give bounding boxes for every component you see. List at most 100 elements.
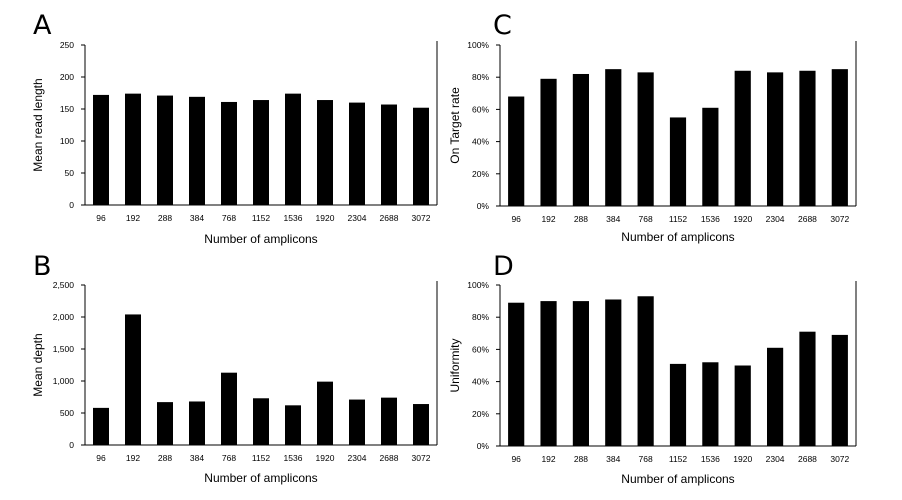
- x-tick-label: 384: [606, 214, 620, 224]
- x-tick-label: 288: [158, 213, 172, 223]
- x-tick-label: 384: [606, 454, 620, 464]
- x-tick-label: 2304: [766, 454, 785, 464]
- y-axis-title: Mean depth: [31, 333, 45, 396]
- bar: [669, 117, 687, 206]
- chart-panel-b: B 0 500 1,000 1,500 2,000 2,500 96 192 288 384 768 1…: [31, 251, 438, 485]
- y-tick-label: 0%: [477, 201, 490, 211]
- x-tick-label: 768: [222, 453, 236, 463]
- x-tick-label: 768: [222, 213, 236, 223]
- x-tick-label: 2688: [798, 454, 817, 464]
- x-tick-label: 96: [511, 214, 521, 224]
- bar: [605, 69, 622, 207]
- bar: [734, 70, 751, 206]
- bar: [285, 405, 301, 445]
- bar: [349, 399, 365, 445]
- x-tick-label: 768: [639, 454, 653, 464]
- x-tick-label: 96: [96, 453, 106, 463]
- bar: [93, 407, 109, 445]
- bar: [413, 107, 429, 205]
- y-tick-label: 50: [65, 168, 75, 178]
- panel-letter: A: [33, 10, 52, 41]
- x-tick-label: 2688: [798, 214, 817, 224]
- y-tick-label: 60%: [472, 104, 489, 114]
- bar: [540, 301, 557, 446]
- bar: [253, 100, 269, 205]
- x-tick-label: 192: [541, 214, 555, 224]
- x-tick-label: 384: [190, 213, 204, 223]
- bar: [157, 402, 173, 445]
- x-tick-label: 1920: [733, 214, 752, 224]
- bar: [831, 334, 848, 446]
- y-tick-label: 250: [60, 40, 74, 50]
- bar: [702, 362, 719, 446]
- bar: [189, 96, 205, 205]
- bar: [669, 363, 687, 446]
- y-axis-title: Mean read length: [31, 78, 45, 171]
- x-axis-title: Number of amplicons: [204, 471, 317, 485]
- x-axis-title: Number of amplicons: [621, 472, 734, 486]
- bar: [93, 94, 109, 205]
- bar: [572, 73, 589, 206]
- bar: [734, 365, 751, 446]
- y-tick-label: 200: [60, 72, 74, 82]
- y-tick-label: 60%: [472, 344, 489, 354]
- x-tick-label: 2688: [380, 453, 399, 463]
- y-tick-label: 20%: [472, 169, 489, 179]
- y-tick-label: 80%: [472, 312, 489, 322]
- bar: [253, 398, 269, 445]
- x-tick-label: 3072: [412, 213, 431, 223]
- bar: [508, 96, 525, 206]
- bar: [125, 93, 141, 205]
- bar: [381, 397, 397, 445]
- bar: [767, 72, 784, 207]
- y-tick-label: 0: [69, 440, 74, 450]
- bar: [605, 299, 622, 446]
- chart-panel-d: D 0% 20% 40% 60% 80% 100% 96 192 288 384 768 1152 153…: [448, 251, 857, 486]
- x-tick-label: 1152: [669, 214, 688, 224]
- x-tick-label: 1920: [316, 453, 335, 463]
- panel-letter: D: [493, 251, 514, 282]
- x-tick-label: 1152: [252, 453, 271, 463]
- x-tick-label: 768: [639, 214, 653, 224]
- x-tick-label: 3072: [412, 453, 431, 463]
- x-axis-title: Number of amplicons: [621, 230, 734, 244]
- y-tick-label: 0: [69, 200, 74, 210]
- y-tick-label: 1,500: [53, 344, 75, 354]
- x-tick-label: 288: [574, 454, 588, 464]
- bar: [572, 301, 589, 446]
- chart-panel-c: C 0% 20% 40% 60% 80% 100% 96 192 288 384 768 1152 153…: [448, 10, 857, 244]
- bar: [125, 314, 141, 445]
- bar: [540, 78, 557, 206]
- bar: [221, 101, 237, 205]
- x-tick-label: 192: [126, 453, 140, 463]
- bar: [767, 347, 784, 446]
- y-tick-label: 40%: [472, 377, 489, 387]
- x-tick-label: 1152: [252, 213, 271, 223]
- y-tick-label: 150: [60, 104, 74, 114]
- bar: [799, 331, 816, 446]
- y-tick-label: 2,500: [53, 280, 75, 290]
- x-tick-label: 1152: [669, 454, 688, 464]
- bar: [381, 104, 397, 205]
- bar: [221, 372, 237, 445]
- y-axis-title: Uniformity: [448, 338, 462, 392]
- x-tick-label: 1536: [284, 453, 303, 463]
- bar: [637, 72, 654, 207]
- y-tick-label: 40%: [472, 137, 489, 147]
- x-tick-label: 1536: [701, 214, 720, 224]
- bar: [831, 69, 848, 207]
- y-tick-label: 20%: [472, 409, 489, 419]
- chart-panel-a: A 0 50 100 150 200 250 96 192 288 384 768 1152 1536 19…: [31, 10, 438, 246]
- bar: [317, 381, 333, 445]
- x-tick-label: 96: [511, 454, 521, 464]
- y-tick-label: 500: [60, 408, 74, 418]
- x-tick-label: 3072: [830, 214, 849, 224]
- x-tick-label: 1536: [701, 454, 720, 464]
- x-tick-label: 192: [541, 454, 555, 464]
- x-tick-label: 192: [126, 213, 140, 223]
- bar: [413, 404, 429, 445]
- y-tick-label: 100%: [467, 40, 489, 50]
- x-tick-label: 3072: [830, 454, 849, 464]
- bar: [799, 70, 816, 206]
